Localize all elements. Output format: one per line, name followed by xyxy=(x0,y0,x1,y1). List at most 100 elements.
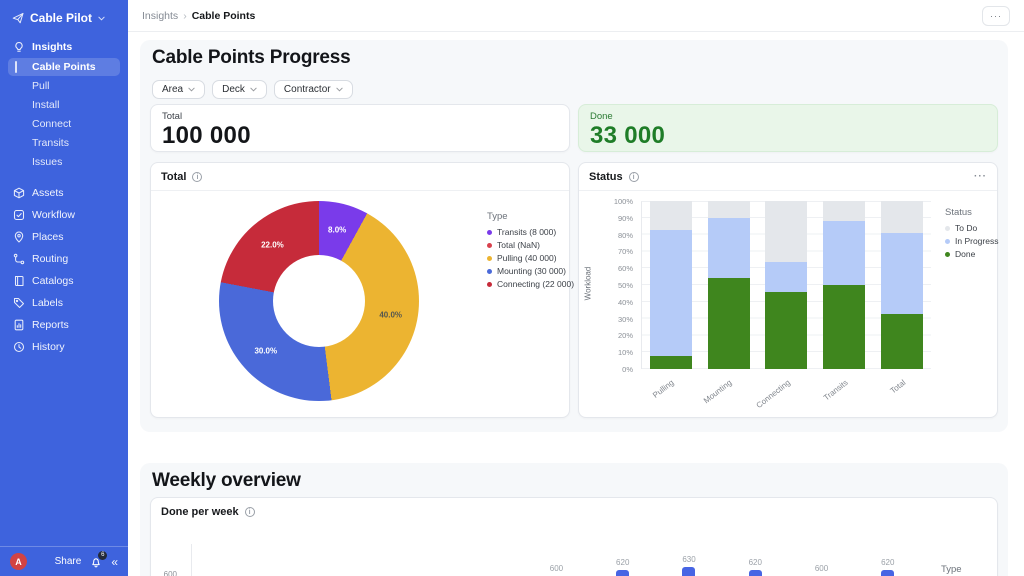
sidebar-item-history[interactable]: History xyxy=(8,337,120,357)
weekly-bar-group[interactable]: 550 xyxy=(484,544,497,576)
sidebar-item-pull[interactable]: Pull xyxy=(8,77,120,95)
share-button[interactable]: Share xyxy=(54,556,82,567)
status-segment-done xyxy=(707,278,750,369)
filter-area[interactable]: Area xyxy=(152,80,206,99)
notifications-button[interactable]: 6 xyxy=(90,550,108,568)
status-segment-to-do xyxy=(765,201,808,262)
status-y-axis: 0% 10% 20% 30% 40% 50% 60% 70% 80% 90% 100% xyxy=(601,197,633,374)
legend-dot xyxy=(487,242,492,248)
status-legend-items: To Do In Progress Done xyxy=(945,223,998,259)
card-more-button[interactable]: ··· xyxy=(974,171,987,182)
x-tick: Transits xyxy=(821,373,865,407)
weekly-overview-title: Weekly overview xyxy=(152,470,301,491)
x-tick: Mounting xyxy=(702,373,749,407)
legend-dot xyxy=(487,268,492,274)
legend-dot xyxy=(487,255,492,261)
sidebar-item-routing[interactable]: Routing xyxy=(8,249,120,269)
sub-item-label: Issues xyxy=(32,156,63,168)
page-more-button[interactable]: ··· xyxy=(982,5,1010,26)
legend-label: In Progress xyxy=(955,236,999,246)
y-tick-label: 80% xyxy=(617,230,633,240)
info-icon[interactable]: i xyxy=(244,507,255,517)
app-logo[interactable]: Cable Pilot xyxy=(0,0,128,35)
status-bar-mounting[interactable] xyxy=(707,201,750,369)
status-chart: Workload 0% 10% 20% 30% 40% 50% 60% 70% 80% 90% 10… xyxy=(579,191,998,418)
legend-dot xyxy=(487,281,492,287)
info-icon[interactable]: i xyxy=(192,171,203,182)
status-bar-total[interactable] xyxy=(881,201,924,369)
chevron-down-icon xyxy=(250,87,257,92)
weekly-bar-group[interactable]: 550 xyxy=(218,544,231,576)
status-legend-item[interactable]: Done xyxy=(945,249,998,259)
weekly-bar-group[interactable]: 600 xyxy=(550,544,563,576)
bar-value-label: 600 xyxy=(549,564,564,573)
y-tick-label: 10% xyxy=(617,348,633,358)
x-tick-label: Connecting xyxy=(754,378,792,411)
status-legend-item[interactable]: To Do xyxy=(945,223,998,233)
insights-sub-list: Cable Points Pull Install Connect Transi… xyxy=(8,58,120,171)
weekly-overview-panel: Weekly overview Done per week i 600 550 5… xyxy=(140,463,1008,576)
collapse-sidebar-icon[interactable]: « xyxy=(111,554,118,569)
sidebar-item-reports[interactable]: Reports xyxy=(8,315,120,335)
x-tick-label: Transits xyxy=(821,378,850,403)
sidebar-item-assets[interactable]: Assets xyxy=(8,183,120,203)
weekly-bar-group[interactable]: 620 xyxy=(616,544,629,576)
weekly-bar-group[interactable]: 530 xyxy=(417,544,430,576)
info-icon[interactable]: i xyxy=(628,171,639,182)
group-item-label: Workflow xyxy=(32,209,75,221)
weekly-bar-group[interactable]: 620 xyxy=(749,544,762,576)
sidebar-item-insights[interactable]: Insights xyxy=(8,37,120,57)
donut-legend-item[interactable]: Total (NaN) xyxy=(487,240,574,250)
sidebar-item-workflow[interactable]: Workflow xyxy=(8,205,120,225)
donut-legend-item[interactable]: Connecting (22 000) xyxy=(487,279,574,289)
status-legend-item[interactable]: In Progress xyxy=(945,236,998,246)
sidebar-item-connect[interactable]: Connect xyxy=(8,115,120,133)
avatar[interactable]: A xyxy=(10,553,27,570)
total-stat-card: Total 100 000 xyxy=(150,104,570,152)
weekly-bar-group[interactable]: 600 xyxy=(815,544,828,576)
weekly-y-tick: 600 xyxy=(163,570,177,576)
clock-icon xyxy=(13,341,25,353)
status-segment-to-do xyxy=(707,201,750,218)
status-segment-done xyxy=(881,313,924,369)
weekly-bar-group[interactable]: 500 xyxy=(351,544,364,576)
status-segment-in-progress xyxy=(765,261,808,292)
y-tick-label: 100% xyxy=(613,197,633,206)
tag-icon xyxy=(13,297,25,309)
sidebar-item-issues[interactable]: Issues xyxy=(8,153,120,171)
filter-deck[interactable]: Deck xyxy=(212,80,267,99)
sidebar-item-places[interactable]: Places xyxy=(8,227,120,247)
sub-item-label: Pull xyxy=(32,80,50,92)
donut-chart: Type Transits (8 000) Total (NaN) Pulling … xyxy=(151,191,574,418)
done-stat-label: Done xyxy=(590,111,613,122)
weekly-bar-group[interactable]: 630 xyxy=(682,544,696,576)
donut-legend: Type Transits (8 000) Total (NaN) Pulling … xyxy=(487,211,574,292)
donut-legend-item[interactable]: Mounting (30 000) xyxy=(487,266,574,276)
status-bar-transits[interactable] xyxy=(823,201,866,369)
done-stat-card: Done 33 000 xyxy=(578,104,998,152)
filter-contractor[interactable]: Contractor xyxy=(273,80,353,99)
breadcrumb-section[interactable]: Insights xyxy=(142,9,179,22)
status-segment-in-progress xyxy=(649,229,692,356)
sidebar-item-catalogs[interactable]: Catalogs xyxy=(8,271,120,291)
status-segment-done xyxy=(765,291,808,369)
status-bar-pulling[interactable] xyxy=(649,201,692,369)
sidebar-item-cable-points[interactable]: Cable Points xyxy=(8,58,120,76)
x-tick: Pulling xyxy=(649,373,691,407)
donut-legend-item[interactable]: Pulling (40 000) xyxy=(487,253,574,263)
sidebar-item-transits[interactable]: Transits xyxy=(8,134,120,152)
notification-badge: 6 xyxy=(98,550,108,560)
y-tick-label: 30% xyxy=(617,314,633,324)
sidebar-item-labels[interactable]: Labels xyxy=(8,293,120,313)
weekly-bar-group[interactable]: 520 xyxy=(285,544,298,576)
weekly-bar-group[interactable]: 620 xyxy=(881,544,894,576)
status-bar-connecting[interactable] xyxy=(765,201,808,369)
card-title: Total xyxy=(161,170,187,183)
legend-label: Done xyxy=(955,249,976,259)
legend-label: Mounting (30 000) xyxy=(497,266,566,276)
y-tick-label: 20% xyxy=(617,331,633,341)
weekly-chart-header: Done per week i xyxy=(151,498,997,526)
sidebar-item-install[interactable]: Install xyxy=(8,96,120,114)
donut-legend-item[interactable]: Transits (8 000) xyxy=(487,227,574,237)
y-tick-label: 90% xyxy=(617,213,633,223)
